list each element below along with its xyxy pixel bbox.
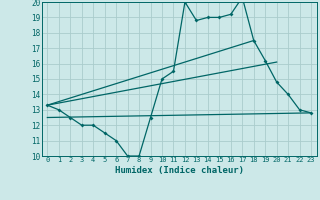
X-axis label: Humidex (Indice chaleur): Humidex (Indice chaleur): [115, 166, 244, 175]
